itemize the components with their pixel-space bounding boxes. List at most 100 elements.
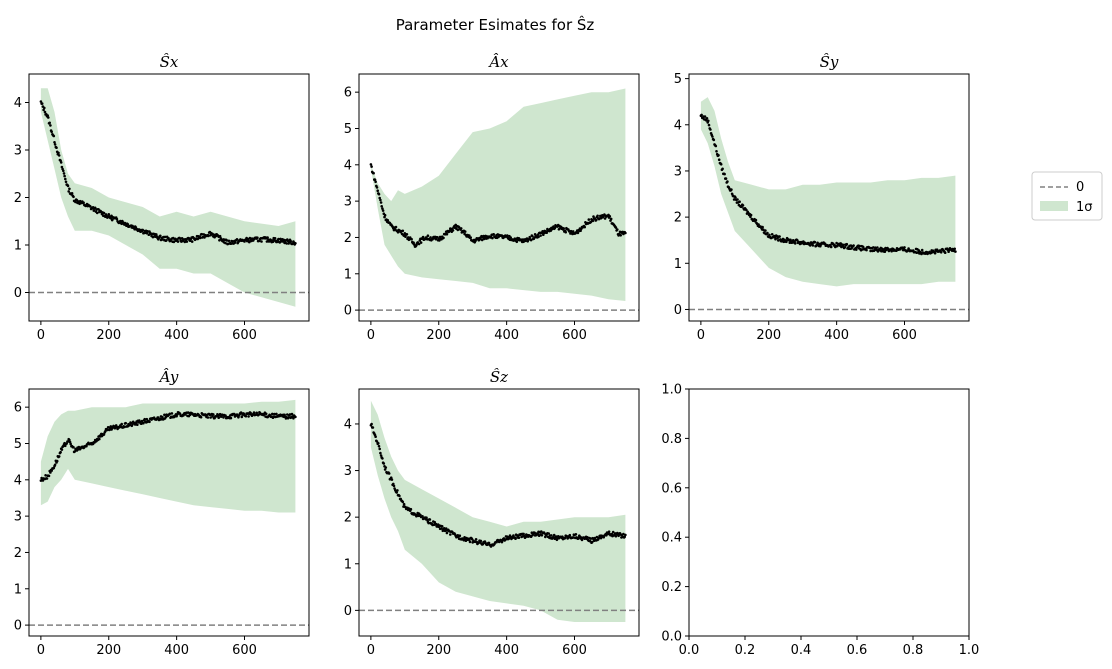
data-point (72, 195, 75, 199)
data-point (589, 537, 593, 540)
data-point (161, 415, 164, 419)
data-point (425, 516, 428, 519)
plot-area (29, 399, 309, 626)
data-point (383, 213, 387, 217)
data-point (712, 138, 716, 142)
data-point (610, 532, 614, 536)
data-point (42, 108, 45, 112)
data-point (277, 237, 280, 241)
y-tick-label: 0 (674, 303, 682, 318)
x-tick-label: 0 (367, 328, 375, 343)
data-point (515, 240, 519, 244)
data-point (50, 469, 53, 472)
data-point (608, 215, 612, 218)
x-tick-label: 400 (494, 643, 519, 658)
data-point (163, 413, 166, 417)
y-tick-label: 3 (344, 464, 352, 479)
data-point (371, 426, 375, 429)
data-point (611, 530, 615, 534)
y-tick-label: 2 (344, 511, 352, 526)
y-tick-label: 4 (344, 158, 352, 173)
data-point (616, 228, 619, 231)
data-point (159, 234, 162, 238)
data-point (903, 246, 906, 249)
data-point (373, 178, 377, 181)
data-point (469, 236, 473, 239)
axes-frame (28, 388, 310, 637)
data-point (506, 234, 509, 237)
data-point (53, 141, 56, 144)
y-tick-label: 0.2 (661, 580, 682, 595)
data-point (816, 241, 819, 245)
data-point (394, 225, 398, 229)
data-point (375, 440, 379, 443)
data-point (617, 534, 620, 538)
data-point (603, 217, 607, 220)
data-point (508, 534, 512, 537)
data-point (256, 236, 259, 239)
subplot-title: Ây (158, 368, 179, 386)
data-point (479, 539, 483, 543)
data-point (564, 230, 567, 234)
data-point (845, 242, 849, 246)
figure-legend: 0 1σ (1031, 171, 1103, 221)
data-point (271, 412, 274, 416)
data-point (522, 532, 525, 536)
data-point (59, 161, 63, 164)
data-point (70, 192, 74, 195)
data-point (60, 448, 64, 451)
data-point (211, 415, 214, 418)
data-point (622, 532, 625, 536)
data-point (250, 237, 254, 240)
x-tick-label: 0 (697, 328, 705, 343)
data-point (745, 208, 748, 212)
data-point (492, 233, 496, 236)
data-point (53, 463, 57, 467)
data-point (264, 412, 268, 416)
data-point (550, 534, 553, 537)
axes-frame (358, 388, 640, 637)
sigma-band (370, 400, 626, 622)
data-point (409, 507, 413, 511)
data-point (106, 428, 109, 432)
data-point (49, 124, 52, 127)
y-tick-label: 5 (344, 122, 352, 137)
data-point (540, 534, 544, 537)
data-point (392, 484, 396, 488)
data-point (136, 423, 139, 427)
data-point (63, 174, 66, 178)
plot-area (359, 88, 639, 311)
data-point (777, 239, 780, 242)
data-point (607, 530, 611, 533)
data-point (726, 180, 729, 183)
y-tick-label: 1.0 (661, 383, 682, 398)
subplot-5: 0 200 400 600 0 1 2 3 4 Ŝz (344, 368, 640, 658)
subplot-6: 0.0 0.2 0.4 0.6 0.8 1.0 0.0 0.2 0.4 0.6 0.8 1.0 (661, 383, 979, 659)
y-tick-label: 2 (14, 191, 22, 206)
x-tick-label: 200 (96, 643, 121, 658)
data-point (294, 242, 297, 245)
data-point (506, 535, 509, 538)
data-point (123, 425, 126, 429)
data-point (872, 246, 875, 249)
data-point (57, 151, 60, 155)
data-point (273, 237, 277, 240)
data-point (207, 234, 210, 238)
data-point (624, 533, 627, 537)
y-tick-label: 0 (344, 604, 352, 619)
data-point (405, 233, 409, 236)
estimate-points (369, 163, 627, 248)
data-point (823, 242, 827, 245)
data-point (785, 240, 788, 244)
data-point (206, 416, 210, 419)
data-point (60, 165, 64, 169)
data-point (571, 536, 575, 539)
data-point (445, 531, 449, 535)
data-point (64, 177, 67, 181)
data-point (95, 211, 99, 215)
y-tick-label: 1 (14, 239, 22, 254)
data-point (183, 240, 187, 244)
data-point (59, 450, 62, 454)
data-point (842, 243, 845, 247)
